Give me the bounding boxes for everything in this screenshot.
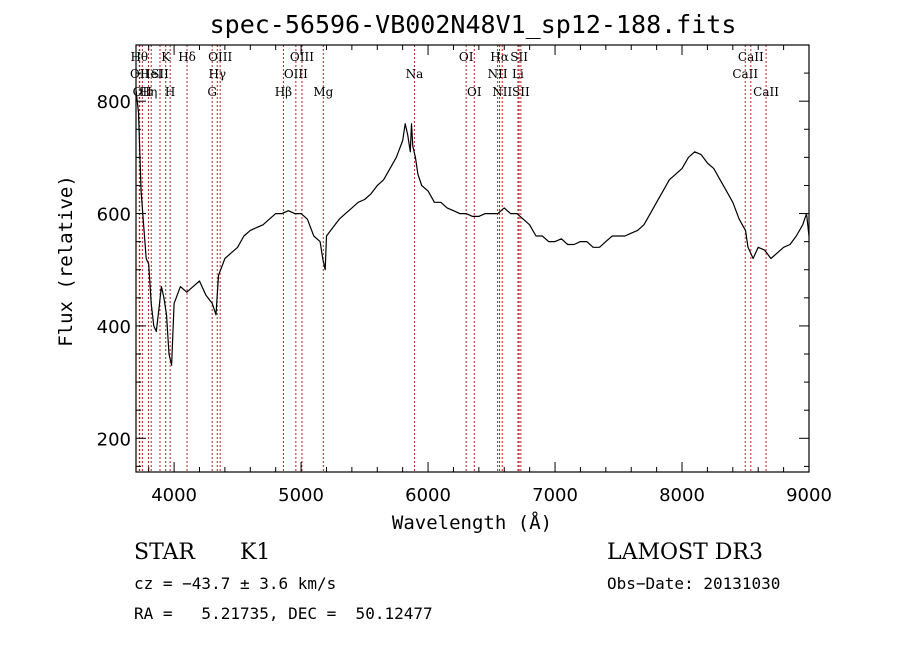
marker-label: CaII (732, 67, 758, 81)
marker-label: Hγ (208, 67, 226, 81)
marker-label: NII (488, 67, 508, 81)
plot-frame (135, 44, 810, 473)
marker-label: SII (151, 67, 169, 81)
marker-label: Hθ (130, 50, 148, 64)
x-axis-ticks: 4000 5000 6000 7000 8000 9000 (148, 45, 832, 506)
y-tick-label: 800 (97, 92, 131, 113)
marker-label: OIII (290, 50, 314, 64)
redshift-velocity: cz = −43.7 ± 3.6 km/s (134, 574, 337, 593)
marker-label: Hβ (275, 85, 292, 99)
marker-label: G (207, 85, 217, 99)
object-subclass: K1 (240, 540, 271, 565)
x-tick-label: 9000 (786, 485, 832, 506)
marker-label: H (165, 85, 175, 99)
y-axis-label: Flux (relative) (55, 175, 77, 347)
y-tick-label: 200 (97, 429, 131, 450)
marker-label: Li (512, 67, 524, 81)
marker-label: SII (512, 85, 530, 99)
marker-label: K (161, 50, 171, 64)
x-tick-label: 7000 (532, 485, 578, 506)
marker-label: OIII (284, 67, 308, 81)
chart-title: spec-56596-VB002N48V1_sp12-188.fits (210, 10, 737, 39)
marker-label: OIII (208, 50, 232, 64)
x-tick-label: 6000 (405, 485, 451, 506)
marker-label: Hα (490, 50, 509, 64)
y-tick-label: 600 (97, 205, 131, 226)
marker-label: Hη (140, 85, 158, 99)
marker-label: OI (467, 85, 482, 99)
x-tick-label: 8000 (659, 485, 705, 506)
marker-label: CaII (738, 50, 764, 64)
observation-date: Obs−Date: 20131030 (607, 574, 781, 593)
marker-label: Mg (313, 85, 333, 99)
line-markers (138, 45, 767, 472)
marker-label: NII (492, 85, 512, 99)
marker-label: CaII (753, 85, 779, 99)
x-tick-label: 4000 (151, 485, 197, 506)
spectrum-line (135, 89, 810, 366)
marker-label: Hδ (178, 50, 196, 64)
y-tick-label: 400 (97, 317, 131, 338)
x-axis-label: Wavelength (Å) (392, 511, 552, 534)
x-tick-label: 5000 (278, 485, 324, 506)
marker-label: OII (133, 85, 153, 99)
marker-label: Na (406, 67, 424, 81)
marker-label: SII (510, 50, 528, 64)
y-axis-ticks: 200 400 600 800 (97, 72, 809, 467)
marker-label: HeI (140, 67, 163, 81)
marker-label: OI (459, 50, 474, 64)
survey-name: LAMOST DR3 (607, 540, 763, 565)
object-class: STAR (134, 540, 195, 565)
marker-label: OII (130, 67, 150, 81)
coordinates: RA = 5.21735, DEC = 50.12477 (134, 604, 433, 623)
line-marker-labels: HθOIIOIIHηHeISIIKHHδGHγOIIIHβOIIIOIIIMgN… (130, 50, 779, 99)
